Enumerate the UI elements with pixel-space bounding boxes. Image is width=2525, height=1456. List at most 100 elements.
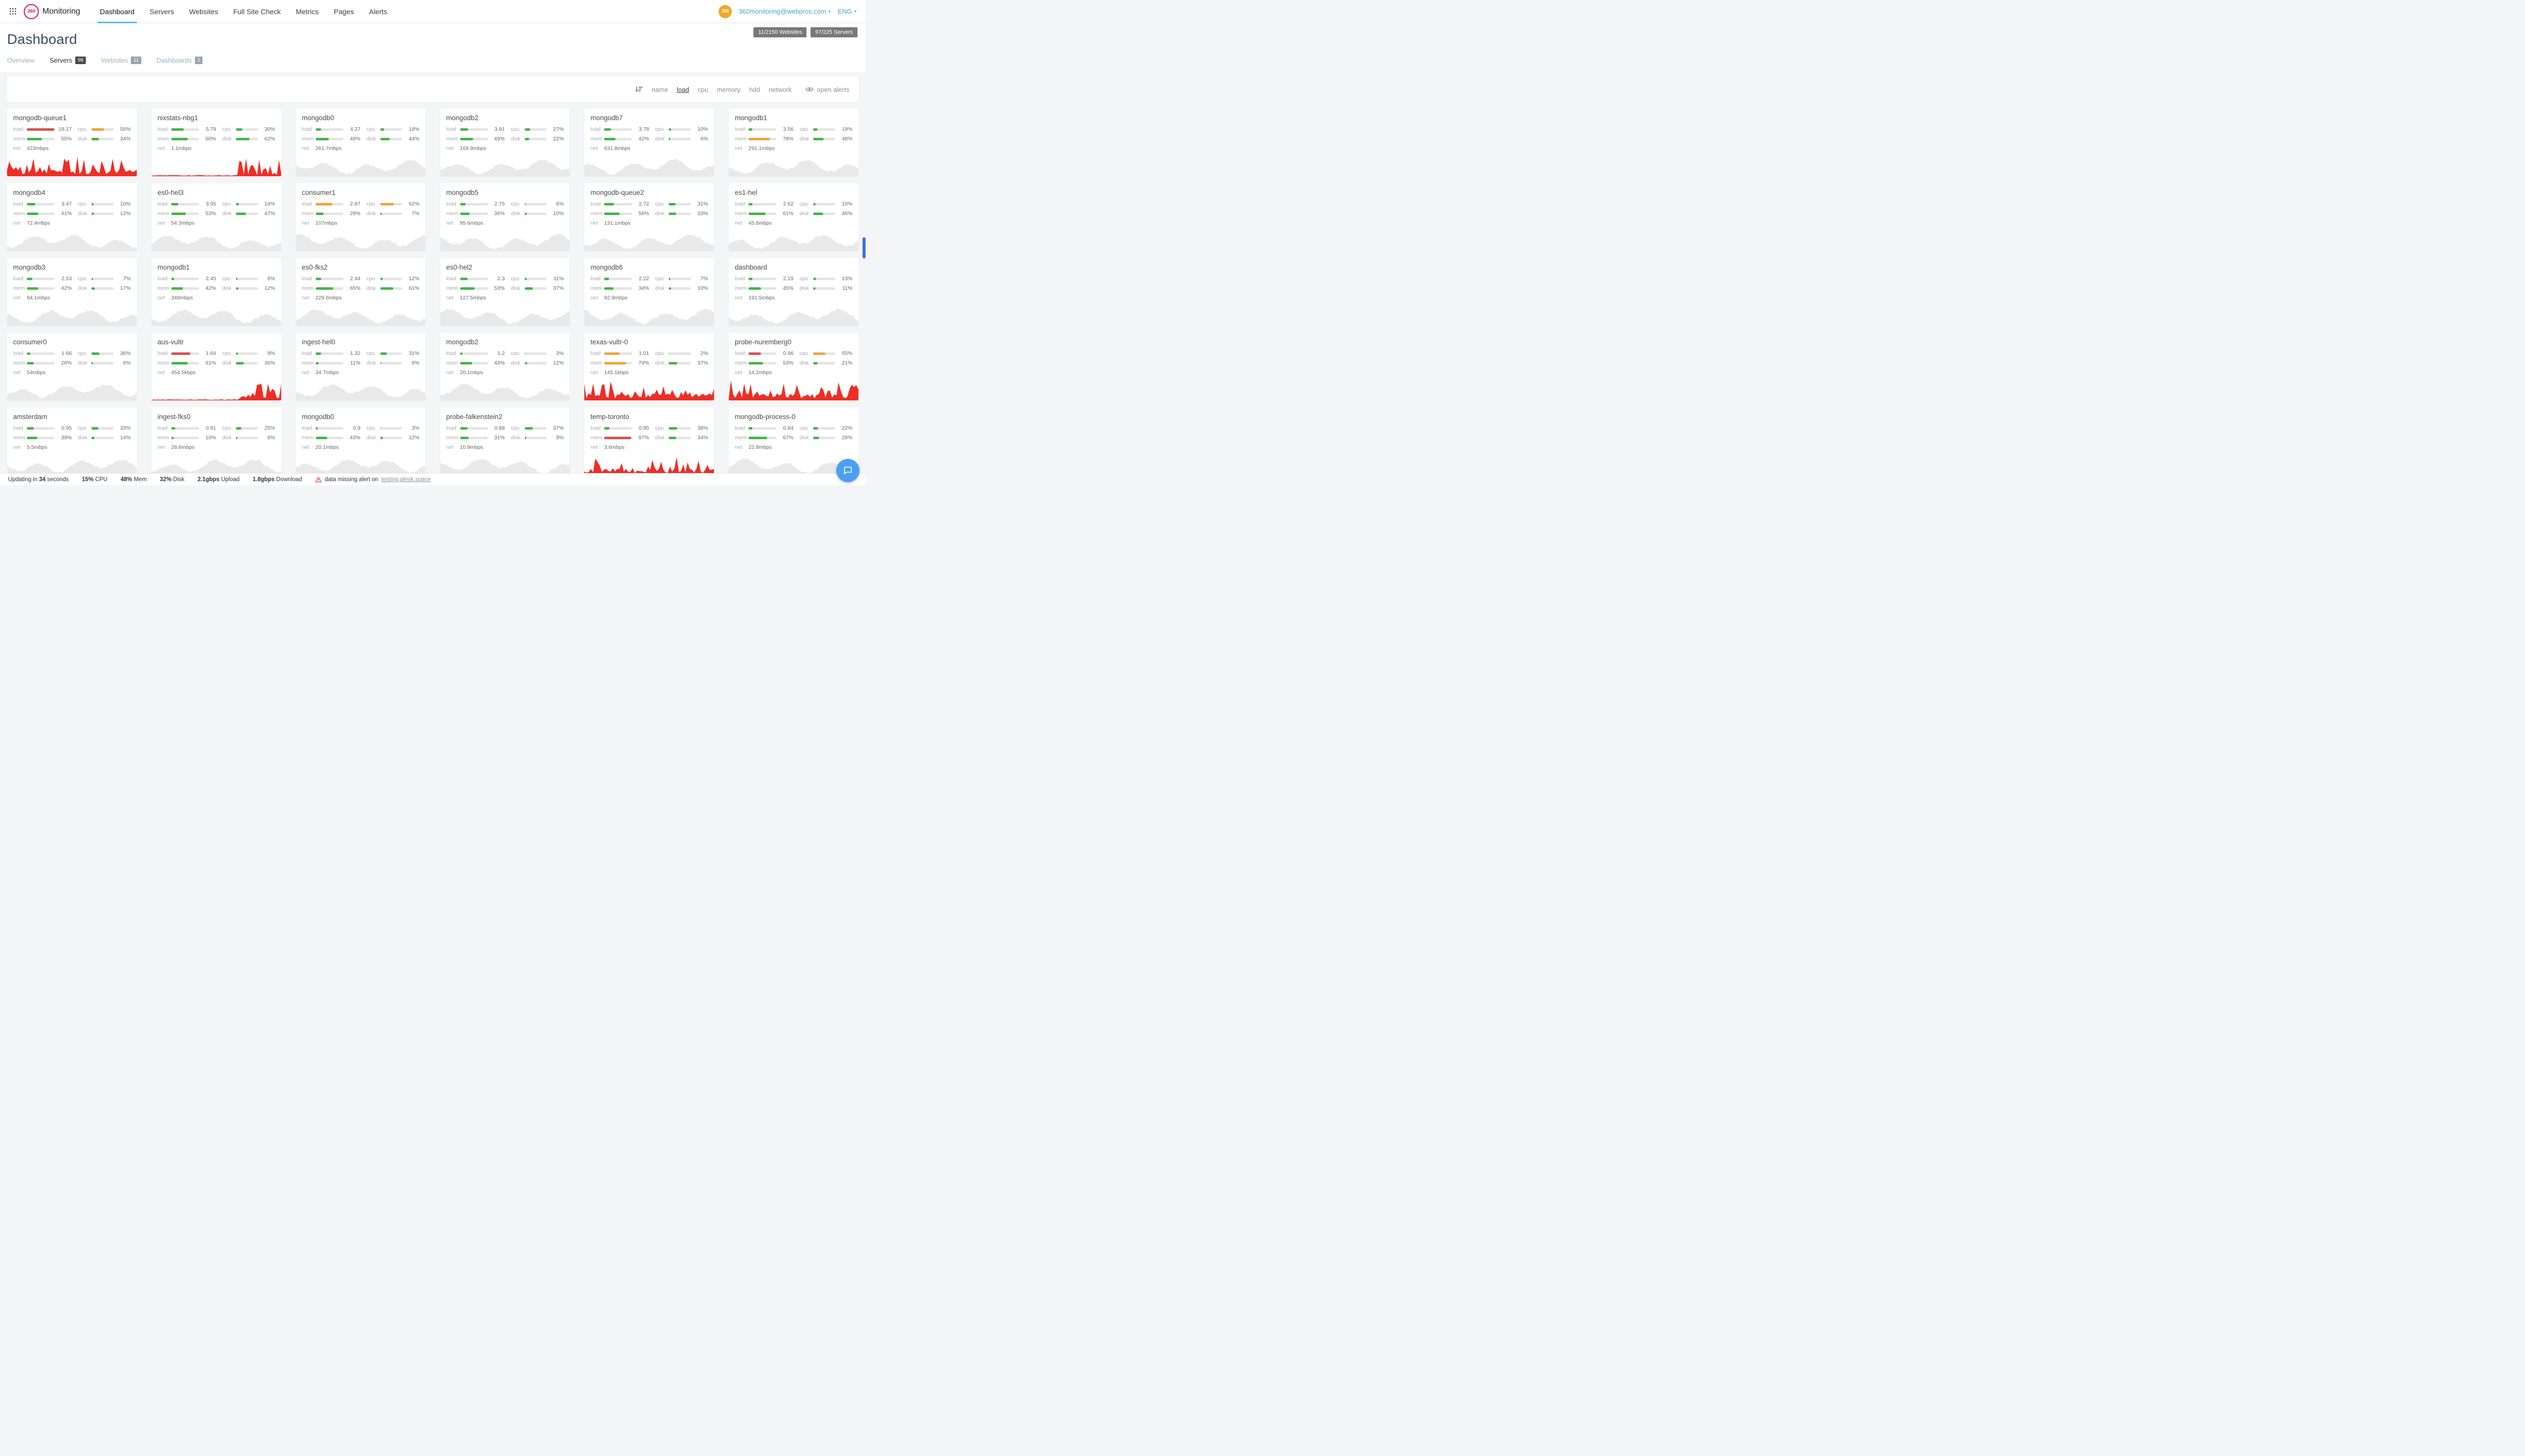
tab-overview[interactable]: Overview	[7, 57, 34, 64]
avatar[interactable]: 3M	[718, 5, 732, 18]
server-card-ingest-fks0-25[interactable]: ingest-fks0 load 0.91 cpu 25% mem 10% disk 6% net…	[151, 407, 281, 475]
server-card-temp-toronto-28[interactable]: temp-toronto load 0.85 cpu 38% mem 97% disk 34% n…	[584, 407, 715, 475]
account-menu[interactable]: 360monitoring@webpros.com ▾	[739, 8, 831, 15]
server-card-es1-hel-11[interactable]: es1-hel load 2.62 cpu 10% mem 61% disk 46% net 45.…	[729, 183, 858, 251]
server-card-mongodb1-13[interactable]: mongodb1 load 2.45 cpu 6% mem 42% disk 12% net 348…	[151, 258, 281, 326]
disk-value: 9%	[556, 435, 564, 441]
server-card-mongodb-process-0-29[interactable]: mongodb-process-0 load 0.84 cpu 22% mem 67% dis…	[729, 407, 858, 475]
server-card-mongodb-queue1-0[interactable]: mongodb-queue1 load 18.17 cpu 56% mem 55% disk 3…	[7, 109, 137, 176]
sort-option-name[interactable]: name	[651, 85, 668, 93]
metric-disk: disk 12%	[511, 360, 564, 366]
metric-disk: disk 6%	[222, 435, 275, 441]
nav-item-servers[interactable]: Servers	[149, 7, 174, 16]
tab-servers[interactable]: Servers 98	[49, 57, 86, 64]
disk-value: 12%	[264, 285, 275, 291]
server-card-mongodb2-21[interactable]: mongodb2 load 1.2 cpu 3% mem 44% disk 12% net 20.1…	[440, 333, 570, 400]
metric-label-mem: mem	[301, 211, 314, 217]
metric-label-mem: mem	[735, 285, 747, 291]
server-card-es0-fks2-14[interactable]: es0-fks2 load 2.44 cpu 12% mem 65% disk 61% net 22…	[295, 258, 426, 326]
server-card-ingest-hel0-20[interactable]: ingest-hel0 load 1.32 cpu 31% mem 11% disk 6% net…	[295, 333, 426, 400]
server-card-mongodb5-9[interactable]: mongodb5 load 2.75 cpu 6% mem 36% disk 10% net 95.…	[440, 183, 570, 251]
sort-option-load[interactable]: load	[676, 85, 689, 93]
disk-value: 48%	[841, 136, 852, 142]
cpu-bar	[813, 128, 835, 131]
metric-label-cpu: cpu	[78, 276, 86, 282]
server-metrics: load 3.47 cpu 10% mem 41% disk 12% net 72.4mbps	[7, 201, 137, 226]
server-name: ingest-fks0	[157, 413, 191, 421]
tab-count-badge: 2	[194, 57, 203, 64]
server-metrics: load 2.75 cpu 6% mem 36% disk 10% net 95.6mbps	[440, 201, 570, 226]
server-card-probe-nuremberg0-23[interactable]: probe-nuremberg0 load 0.96 cpu 55% mem 53% disk…	[729, 333, 858, 400]
nav-items: Dashboard Servers Websites Full Site Check M…	[92, 0, 395, 23]
server-card-consumer1-8[interactable]: consumer1 load 2.87 cpu 62% mem 29% disk 7% net 10…	[295, 183, 426, 251]
nav-item-dashboard[interactable]: Dashboard	[92, 0, 142, 23]
sort-option-cpu[interactable]: cpu	[697, 85, 709, 93]
server-card-mongodb0-26[interactable]: mongodb0 load 0.9 cpu 3% mem 43% disk 12% net 20.1…	[295, 407, 426, 475]
mem-value: 42%	[61, 285, 72, 291]
server-card-nixstats-nbg1-1[interactable]: nixstats-nbg1 load 5.79 cpu 30% mem 60% disk 62%…	[151, 109, 281, 176]
server-name: es0-hel3	[157, 189, 184, 196]
app: { "nav": { "logo_text": "360", "brand": …	[0, 0, 866, 485]
load-value: 2.19	[783, 276, 794, 282]
sort-option-memory[interactable]: memory	[717, 85, 741, 93]
server-card-mongodb4-6[interactable]: mongodb4 load 3.47 cpu 10% mem 41% disk 12% net 72…	[7, 183, 137, 251]
server-card-mongodb1-5[interactable]: mongodb1 load 3.56 cpu 19% mem 78% disk 48% net 29…	[729, 109, 858, 176]
server-name: nixstats-nbg1	[157, 114, 198, 122]
nav-item-alerts[interactable]: Alerts	[369, 7, 387, 16]
server-metrics: load 0.84 cpu 22% mem 67% disk 28% net 22.8mbps	[729, 425, 858, 450]
cpu-bar	[91, 128, 114, 131]
server-card-amsterdam-24[interactable]: amsterdam load 0.95 cpu 33% mem 39% disk 14% net 5…	[7, 407, 137, 475]
app-launcher-button[interactable]	[6, 5, 20, 18]
server-card-mongodb6-16[interactable]: mongodb6 load 2.22 cpu 7% mem 34% disk 10% net 92.…	[584, 258, 715, 326]
nav-item-pages[interactable]: Pages	[334, 7, 354, 16]
server-card-consumer0-18[interactable]: consumer0 load 1.66 cpu 36% mem 26% disk 6% net 54…	[7, 333, 137, 400]
metric-label-mem: mem	[157, 360, 170, 366]
server-card-mongodb0-2[interactable]: mongodb0 load 4.27 cpu 18% mem 48% disk 44% net 26…	[295, 109, 426, 176]
metric-label-cpu: cpu	[366, 350, 375, 356]
server-card-dashboard-17[interactable]: dashboard load 2.19 cpu 13% mem 45% disk 11% net 1…	[729, 258, 858, 326]
metric-disk: disk 36%	[222, 360, 275, 366]
metric-label-mem: mem	[13, 136, 25, 142]
server-card-mongodb-queue2-10[interactable]: mongodb-queue2 load 2.72 cpu 31% mem 56% disk 33…	[584, 183, 715, 251]
disk-bar	[524, 137, 547, 140]
metric-label-net: net	[13, 444, 21, 450]
alert-host-link[interactable]: testing.plesk.space	[381, 476, 431, 483]
nav-item-full-site-check[interactable]: Full Site Check	[233, 7, 281, 16]
status-stat-upload: 2.1gbps Upload	[197, 476, 240, 483]
metric-label-mem: mem	[301, 285, 314, 291]
sort-direction-icon[interactable]	[635, 86, 643, 93]
cpu-bar	[524, 427, 547, 430]
nav-item-websites[interactable]: Websites	[189, 7, 218, 16]
load-value: 3.56	[783, 126, 794, 132]
metric-net: net 229.6mbps	[302, 295, 420, 301]
server-card-es0-hel3-7[interactable]: es0-hel3 load 3.05 cpu 14% mem 53% disk 47% net 54…	[151, 183, 281, 251]
scrollbar-thumb[interactable]	[863, 237, 866, 258]
cpu-value: 14%	[264, 201, 275, 207]
disk-value: 36%	[264, 360, 275, 366]
server-name: mongodb3	[13, 264, 45, 271]
server-card-es0-hel2-15[interactable]: es0-hel2 load 2.3 cpu 11% mem 53% disk 37% net 127…	[440, 258, 570, 326]
open-alerts-toggle[interactable]: open alerts	[805, 86, 849, 93]
server-card-mongodb3-12[interactable]: mongodb3 load 2.53 cpu 7% mem 42% disk 17% net 94.…	[7, 258, 137, 326]
metric-label-net: net	[301, 444, 310, 450]
language-menu[interactable]: ENG ▾	[838, 8, 856, 15]
tab-dashboards[interactable]: Dashboards 2	[157, 57, 203, 64]
metric-mem: mem 60%	[158, 136, 222, 142]
page-head: 11/2150 Websites 97/225 Servers Dashboard…	[0, 23, 866, 72]
nav-item-metrics[interactable]: Metrics	[295, 7, 319, 16]
sort-option-hdd[interactable]: hdd	[749, 85, 761, 93]
server-card-mongodb7-4[interactable]: mongodb7 load 3.78 cpu 10% mem 42% disk 6% net 631…	[584, 109, 715, 176]
live-chat-button[interactable]	[836, 459, 860, 482]
server-card-aus-vultr-19[interactable]: aus-vultr load 1.64 cpu 9% mem 61% disk 36% net 45…	[151, 333, 281, 400]
server-name: texas-vultr-0	[590, 338, 628, 346]
sort-option-network[interactable]: network	[769, 85, 792, 93]
net-value: 54.3mbps	[171, 220, 194, 226]
load-value: 4.27	[350, 126, 361, 132]
tab-websites[interactable]: Websites 11	[101, 57, 141, 64]
server-metrics: load 2.45 cpu 6% mem 42% disk 12% net 348mbps	[152, 276, 281, 301]
server-card-probe-falkenstein2-27[interactable]: probe-falkenstein2 load 0.88 cpu 37% mem 31% di…	[440, 407, 570, 475]
server-card-texas-vultr-0-22[interactable]: texas-vultr-0 load 1.01 cpu 2% mem 79% disk 37% n…	[584, 333, 715, 400]
metric-cpu: cpu 10%	[799, 201, 852, 207]
metric-label-load: load	[301, 276, 312, 282]
server-card-mongodb2-3[interactable]: mongodb2 load 3.91 cpu 27% mem 49% disk 22% net 16…	[440, 109, 570, 176]
